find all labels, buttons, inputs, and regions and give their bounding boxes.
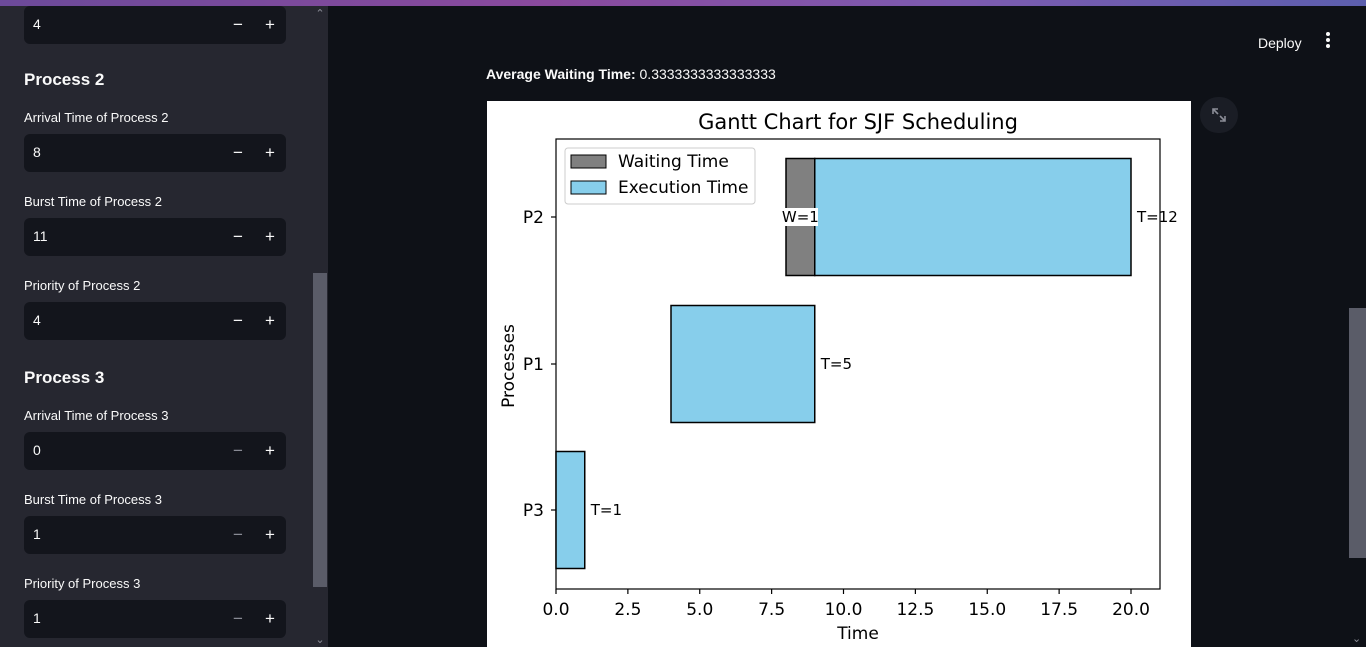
execution-bar-p1 bbox=[670, 304, 816, 424]
y-tick-label-p2: P2 bbox=[523, 208, 544, 228]
input-value[interactable]: 0 bbox=[33, 442, 41, 458]
sidebar: ⌃ ⌄ 4 − + Process 2 Arrival Time of Proc… bbox=[0, 6, 328, 647]
burst-time-process-3-label: Burst Time of Process 3 bbox=[24, 492, 162, 507]
arrival-time-process-2-input[interactable]: 8 − + bbox=[24, 134, 286, 172]
decrement-button[interactable]: − bbox=[233, 311, 243, 330]
increment-button[interactable]: + bbox=[265, 143, 275, 162]
y-axis-label: Processes bbox=[499, 324, 519, 408]
input-value[interactable]: 8 bbox=[33, 144, 41, 160]
average-waiting-time: Average Waiting Time: 0.3333333333333333 bbox=[486, 66, 776, 82]
increment-button[interactable]: + bbox=[265, 609, 275, 628]
increment-button[interactable]: + bbox=[265, 15, 275, 34]
execution-bar-p2 bbox=[814, 157, 1132, 277]
increment-button[interactable]: + bbox=[265, 227, 275, 246]
x-axis-label: Time bbox=[836, 624, 879, 644]
end-label-p3: T=1 bbox=[590, 501, 622, 519]
scroll-up-icon[interactable]: ⌃ bbox=[315, 8, 325, 20]
scroll-down-icon[interactable]: ⌄ bbox=[315, 634, 325, 646]
input-value[interactable]: 11 bbox=[33, 228, 48, 244]
arrival-time-process-3-input[interactable]: 0 − + bbox=[24, 432, 286, 470]
chart-title: Gantt Chart for SJF Scheduling bbox=[698, 110, 1018, 134]
main-scrollbar-thumb[interactable] bbox=[1349, 308, 1366, 558]
deploy-button[interactable]: Deploy bbox=[1258, 35, 1302, 51]
decrement-button[interactable]: − bbox=[233, 441, 243, 460]
process-2-heading: Process 2 bbox=[24, 70, 105, 89]
main-menu-icon[interactable] bbox=[1318, 28, 1338, 52]
decrement-button[interactable]: − bbox=[233, 525, 243, 544]
burst-time-process-2-label: Burst Time of Process 2 bbox=[24, 194, 162, 209]
legend-execution-swatch bbox=[570, 180, 607, 195]
end-label-p1: T=5 bbox=[820, 355, 852, 373]
average-waiting-time-label: Average Waiting Time: bbox=[486, 66, 636, 82]
input-value[interactable]: 1 bbox=[33, 526, 41, 542]
chart-legend: Waiting Time Execution Time bbox=[564, 147, 756, 205]
legend-waiting-swatch bbox=[570, 154, 607, 169]
priority-process-2-input[interactable]: 4 − + bbox=[24, 302, 286, 340]
input-value[interactable]: 4 bbox=[33, 312, 41, 328]
input-value[interactable]: 1 bbox=[33, 610, 41, 626]
priority-process-1-input[interactable]: 4 − + bbox=[24, 6, 286, 44]
decrement-button[interactable]: − bbox=[233, 609, 243, 628]
burst-time-process-2-input[interactable]: 11 − + bbox=[24, 218, 286, 256]
increment-button[interactable]: + bbox=[265, 525, 275, 544]
fullscreen-button[interactable] bbox=[1200, 97, 1238, 133]
decrement-button[interactable]: − bbox=[233, 227, 243, 246]
arrival-time-process-2-label: Arrival Time of Process 2 bbox=[24, 110, 169, 125]
end-label-p2: T=12 bbox=[1136, 208, 1178, 226]
x-tick-label: 12.5 bbox=[896, 600, 934, 620]
x-tick-label: 0.0 bbox=[542, 600, 569, 620]
x-tick-label: 17.5 bbox=[1040, 600, 1078, 620]
x-tick-label: 5.0 bbox=[686, 600, 713, 620]
increment-button[interactable]: + bbox=[265, 441, 275, 460]
y-tick-label-p1: P1 bbox=[523, 355, 544, 375]
burst-time-process-3-input[interactable]: 1 − + bbox=[24, 516, 286, 554]
top-decoration-bar bbox=[0, 0, 1366, 6]
x-tick-label: 15.0 bbox=[968, 600, 1006, 620]
expand-icon bbox=[1212, 108, 1226, 122]
arrival-time-process-3-label: Arrival Time of Process 3 bbox=[24, 408, 169, 423]
process-3-heading: Process 3 bbox=[24, 368, 105, 387]
increment-button[interactable]: + bbox=[265, 311, 275, 330]
decrement-button[interactable]: − bbox=[233, 143, 243, 162]
decrement-button[interactable]: − bbox=[233, 15, 243, 34]
x-tick-label: 7.5 bbox=[758, 600, 785, 620]
main-scroll-down-icon[interactable]: ⌄ bbox=[1352, 633, 1362, 645]
average-waiting-time-value: 0.3333333333333333 bbox=[639, 66, 776, 82]
gantt-chart-svg: Gantt Chart for SJF Scheduling W=1 T=12 T=… bbox=[499, 110, 1178, 644]
x-tick-label: 20.0 bbox=[1112, 600, 1150, 620]
x-tick-label: 2.5 bbox=[614, 600, 641, 620]
input-value[interactable]: 4 bbox=[33, 16, 41, 32]
priority-process-3-label: Priority of Process 3 bbox=[24, 576, 141, 591]
x-tick-label: 10.0 bbox=[825, 600, 863, 620]
y-tick-label-p3: P3 bbox=[523, 501, 544, 521]
priority-process-2-label: Priority of Process 2 bbox=[24, 278, 141, 293]
execution-bar-p3 bbox=[555, 450, 586, 570]
legend-waiting-label: Waiting Time bbox=[618, 152, 729, 172]
priority-process-3-input[interactable]: 1 − + bbox=[24, 600, 286, 638]
legend-execution-label: Execution Time bbox=[618, 178, 748, 198]
waiting-label-p2: W=1 bbox=[782, 208, 819, 226]
sidebar-scrollbar-thumb[interactable] bbox=[313, 273, 327, 587]
gantt-chart: Gantt Chart for SJF Scheduling W=1 T=12 T=… bbox=[487, 101, 1191, 647]
legend-frame bbox=[564, 147, 756, 205]
waiting-label-background bbox=[782, 208, 818, 226]
